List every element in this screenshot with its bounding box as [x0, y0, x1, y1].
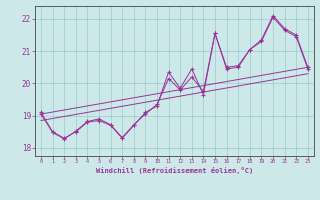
X-axis label: Windchill (Refroidissement éolien,°C): Windchill (Refroidissement éolien,°C)	[96, 167, 253, 174]
